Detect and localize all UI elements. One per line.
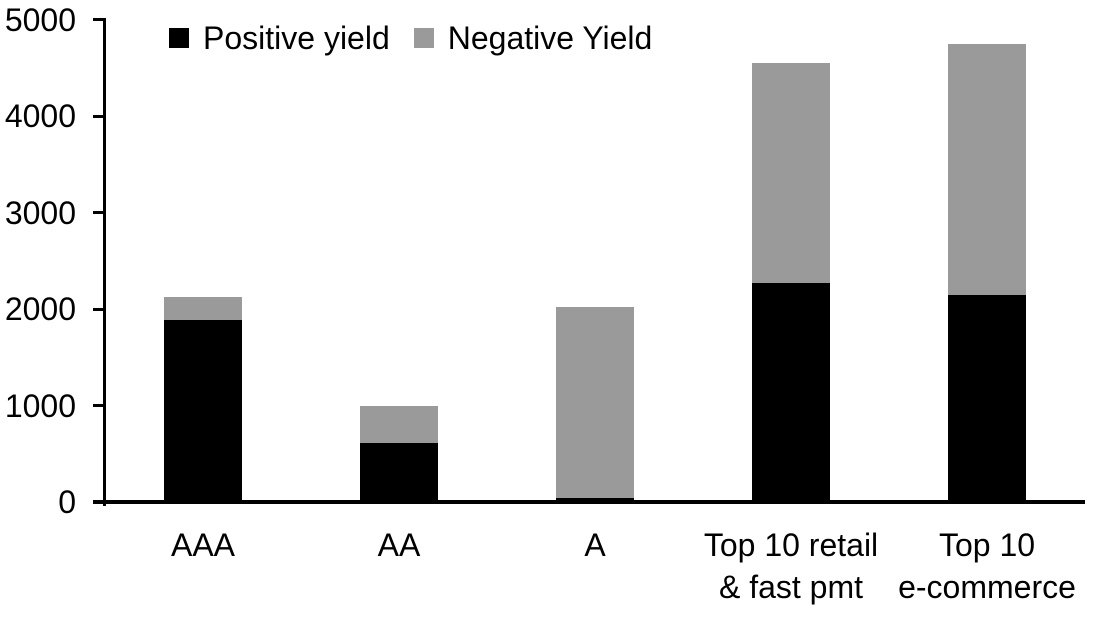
y-axis-line (103, 18, 106, 506)
bar-segment-negative (556, 306, 634, 498)
bar-segment-positive (360, 443, 438, 502)
y-axis-tick-label: 5000 (4, 2, 76, 38)
legend-swatch-icon (413, 28, 434, 48)
y-axis-tick-label: 1000 (4, 388, 76, 424)
y-axis-tick-label: 0 (58, 484, 76, 520)
bar-segment-positive (948, 295, 1026, 502)
bar-segment-negative (948, 43, 1026, 296)
y-axis-tick (93, 308, 105, 311)
legend-item-positive: Positive yield (169, 18, 390, 58)
legend-label: Positive yield (203, 20, 390, 56)
legend-label: Negative Yield (447, 20, 653, 56)
x-axis-category-label: Top 10 e-commerce (898, 527, 1076, 605)
y-axis-tick-label: 2000 (4, 291, 76, 327)
legend-item-negative: Negative Yield (413, 18, 653, 58)
y-axis-tick-label: 3000 (4, 195, 76, 231)
bar-segment-negative (752, 62, 830, 283)
y-axis-tick (93, 18, 105, 21)
x-axis-category-label: AA (377, 527, 421, 563)
bar-segment-negative (164, 297, 242, 320)
bar-segment-positive (556, 497, 634, 502)
y-axis-tick (93, 404, 105, 407)
x-axis-category-label: A (584, 527, 606, 563)
x-axis-category-label: Top 10 retail & fast pmt (703, 527, 879, 605)
x-axis-line (93, 500, 1085, 504)
bar-segment-positive (164, 319, 242, 502)
y-axis-tick-label: 4000 (4, 98, 76, 134)
y-axis-tick (93, 115, 105, 118)
bar-segment-negative (360, 405, 438, 444)
legend-swatch-icon (169, 28, 189, 48)
x-axis-category-label: AAA (170, 527, 236, 563)
y-axis-tick (93, 211, 105, 214)
bar-segment-positive (752, 282, 830, 502)
chart-legend: Positive yield Negative Yield (169, 18, 652, 58)
